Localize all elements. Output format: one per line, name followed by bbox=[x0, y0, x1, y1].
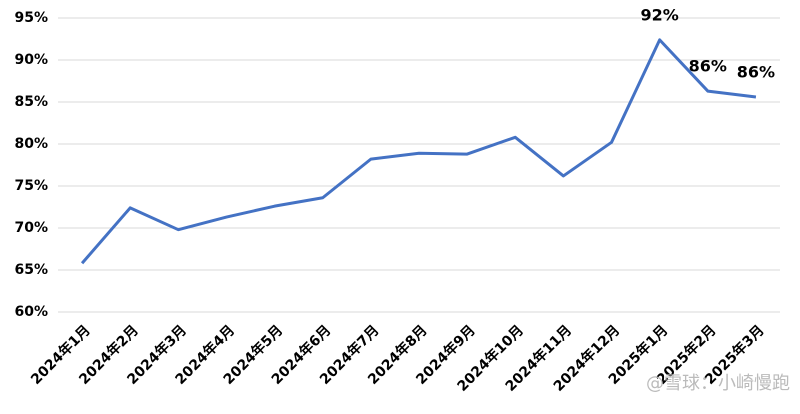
y-tick-label: 75% bbox=[14, 178, 48, 194]
y-tick-label: 85% bbox=[14, 94, 48, 110]
y-tick-label: 95% bbox=[14, 10, 48, 26]
value-label: 86% bbox=[689, 57, 727, 76]
y-tick-label: 70% bbox=[14, 220, 48, 236]
y-tick-label: 80% bbox=[14, 136, 48, 152]
value-label: 86% bbox=[737, 62, 775, 81]
value-label: 92% bbox=[641, 5, 679, 24]
watermark: @雪球：小崎慢跑 bbox=[646, 373, 790, 394]
y-tick-label: 65% bbox=[14, 262, 48, 278]
data-line bbox=[80, 38, 757, 265]
y-tick-label: 90% bbox=[14, 52, 48, 68]
y-tick-label: 60% bbox=[14, 304, 48, 320]
